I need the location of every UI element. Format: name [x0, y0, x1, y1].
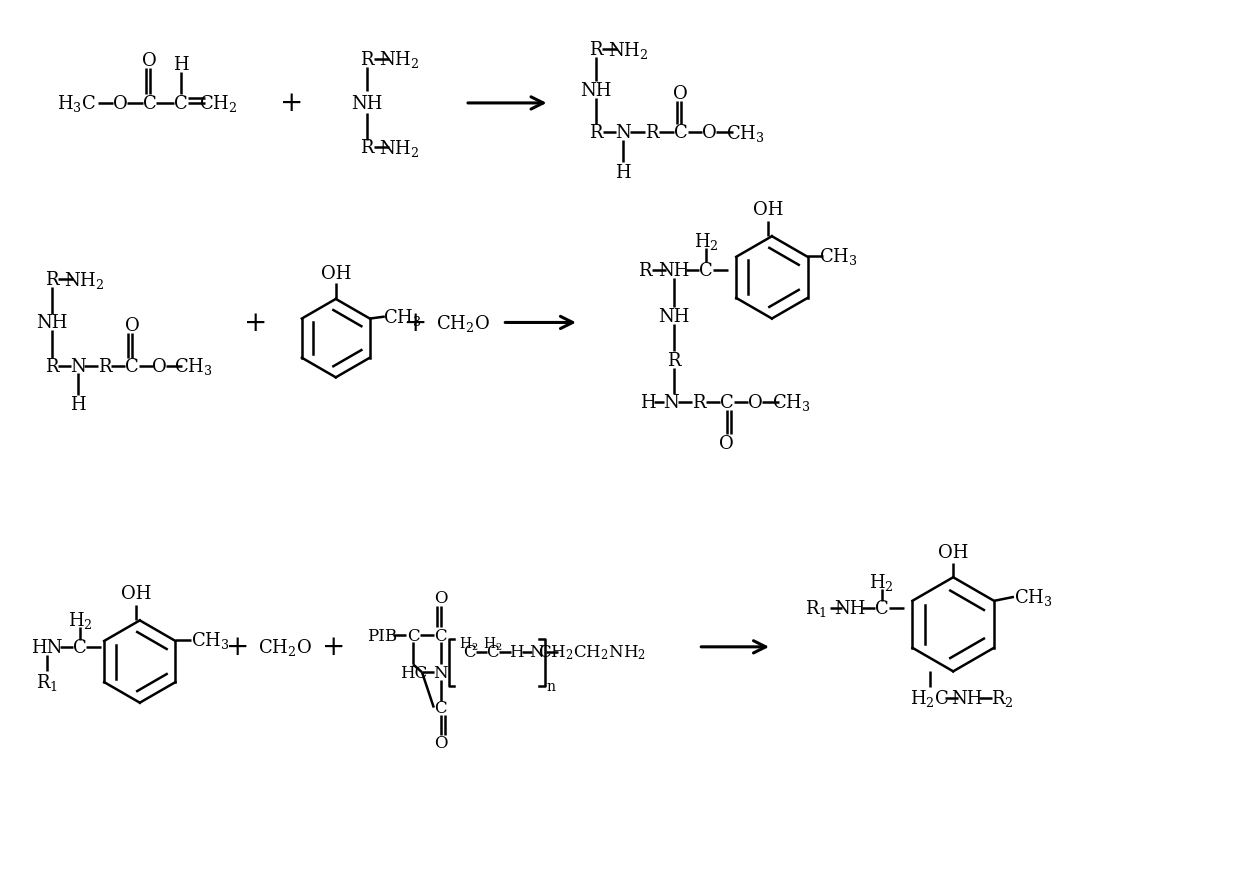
Text: C: C [174, 95, 187, 113]
Text: R: R [667, 351, 681, 369]
Text: CH$_2$O: CH$_2$O [436, 313, 490, 333]
Text: O: O [673, 85, 688, 103]
Text: NH: NH [351, 95, 383, 113]
Text: NH: NH [580, 82, 611, 100]
Text: CH$_2$: CH$_2$ [198, 93, 237, 114]
Text: C: C [699, 261, 713, 279]
Text: R: R [98, 357, 112, 375]
Text: C: C [73, 638, 87, 657]
Text: R: R [589, 124, 603, 142]
Text: HC: HC [399, 664, 427, 681]
Text: R: R [692, 393, 706, 411]
Text: OH: OH [321, 265, 351, 284]
Text: H$_2$: H$_2$ [482, 634, 502, 652]
Text: CH$_3$: CH$_3$ [383, 307, 422, 328]
Text: R: R [45, 271, 58, 289]
Text: O: O [113, 95, 128, 113]
Text: OH: OH [120, 584, 151, 602]
Text: R: R [361, 139, 374, 157]
Text: n: n [547, 680, 556, 693]
Text: O: O [719, 434, 734, 453]
Text: R: R [361, 51, 374, 69]
Text: CH$_3$: CH$_3$ [820, 246, 858, 267]
Text: O: O [143, 51, 157, 70]
Text: NH$_2$: NH$_2$ [379, 50, 420, 70]
Text: OH: OH [753, 200, 784, 219]
Text: C: C [486, 643, 498, 660]
Text: N: N [529, 643, 544, 660]
Text: H$_2$: H$_2$ [694, 230, 719, 252]
Text: H$_2$: H$_2$ [459, 634, 479, 652]
Text: CH$_2$O: CH$_2$O [258, 637, 311, 657]
Text: PIB: PIB [367, 627, 397, 644]
Text: R$_1$: R$_1$ [805, 597, 827, 618]
Text: NH$_2$: NH$_2$ [379, 137, 420, 159]
Text: H: H [640, 393, 655, 411]
Text: O: O [434, 734, 448, 751]
Text: O: O [702, 124, 717, 142]
Text: +: + [404, 309, 428, 337]
Text: N: N [71, 357, 86, 375]
Text: H: H [71, 395, 86, 414]
Text: CH$_3$: CH$_3$ [175, 355, 213, 377]
Text: NH: NH [36, 315, 67, 332]
Text: N: N [433, 664, 448, 681]
Text: O: O [434, 590, 448, 607]
Text: NH$_2$: NH$_2$ [608, 40, 649, 60]
Text: R$_2$: R$_2$ [991, 688, 1013, 709]
Text: O: O [748, 393, 763, 411]
Text: C: C [143, 95, 156, 113]
Text: C: C [434, 627, 446, 644]
Text: CH$_3$: CH$_3$ [773, 392, 811, 413]
Text: H$_2$: H$_2$ [68, 610, 93, 630]
Text: O: O [124, 317, 139, 335]
Text: C: C [434, 699, 446, 716]
Text: H$_2$C: H$_2$C [910, 688, 949, 709]
Text: C: C [874, 599, 889, 617]
Text: NH: NH [835, 599, 866, 617]
Text: C: C [463, 643, 475, 660]
Text: +: + [226, 633, 249, 661]
Text: H$_3$C: H$_3$C [57, 93, 95, 114]
Text: H: H [615, 163, 631, 182]
Text: R: R [45, 357, 58, 375]
Text: R: R [645, 124, 658, 142]
Text: R: R [637, 261, 651, 279]
Text: H: H [508, 643, 523, 660]
Text: H$_2$: H$_2$ [869, 571, 894, 592]
Text: +: + [322, 633, 346, 661]
Text: C: C [125, 357, 139, 375]
Text: OH: OH [937, 543, 968, 561]
Text: R: R [589, 41, 603, 59]
Text: O: O [153, 357, 166, 375]
Text: C: C [720, 393, 734, 411]
Text: CH$_2$CH$_2$NH$_2$: CH$_2$CH$_2$NH$_2$ [538, 642, 646, 661]
Text: C: C [407, 627, 419, 644]
Text: R$_1$: R$_1$ [36, 671, 58, 692]
Text: NH: NH [658, 307, 689, 325]
Text: NH$_2$: NH$_2$ [63, 269, 104, 291]
Text: CH$_3$: CH$_3$ [1014, 587, 1053, 608]
Text: N: N [663, 393, 678, 411]
Text: NH: NH [658, 261, 689, 279]
Text: C: C [673, 124, 688, 142]
Text: +: + [280, 90, 304, 117]
Text: NH: NH [951, 689, 982, 707]
Text: CH$_3$: CH$_3$ [191, 630, 229, 650]
Text: N: N [615, 124, 631, 142]
Text: H: H [174, 56, 188, 74]
Text: +: + [244, 309, 267, 337]
Text: HN: HN [31, 638, 62, 657]
Text: CH$_3$: CH$_3$ [727, 122, 765, 144]
